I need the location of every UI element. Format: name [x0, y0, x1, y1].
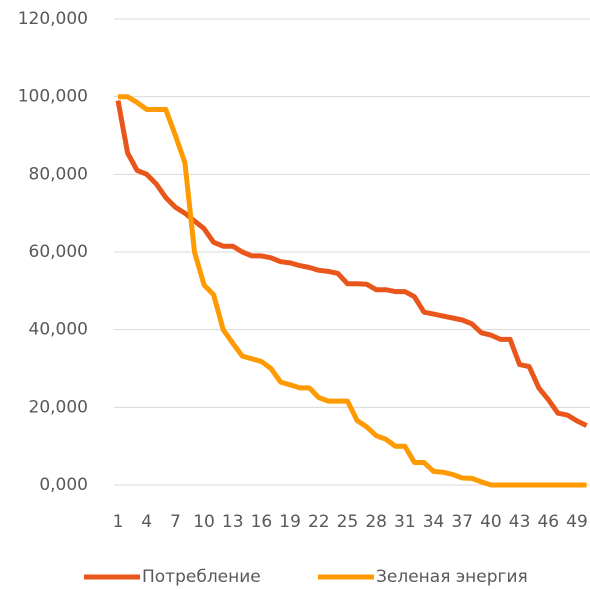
- legend-label: Зеленая энергия: [376, 567, 528, 587]
- x-tick-label: 19: [279, 512, 301, 532]
- y-tick-label: 100,000: [18, 87, 88, 107]
- x-tick-label: 13: [222, 512, 244, 532]
- y-tick-label: 80,000: [29, 164, 88, 184]
- x-tick-label: 46: [537, 512, 559, 532]
- x-tick-label: 4: [141, 512, 152, 532]
- y-tick-label: 120,000: [18, 9, 88, 29]
- y-tick-label: 0,000: [39, 475, 88, 495]
- legend-label: Потребление: [142, 567, 261, 587]
- x-tick-label: 49: [566, 512, 588, 532]
- y-tick-label: 60,000: [29, 242, 88, 262]
- x-tick-label: 43: [509, 512, 531, 532]
- x-tick-label: 34: [423, 512, 445, 532]
- x-tick-label: 10: [193, 512, 215, 532]
- x-tick-label: 22: [308, 512, 330, 532]
- y-tick-label: 20,000: [29, 397, 88, 417]
- x-tick-label: 16: [251, 512, 273, 532]
- x-tick-label: 7: [170, 512, 181, 532]
- x-tick-label: 37: [451, 512, 473, 532]
- x-tick-label: 25: [337, 512, 359, 532]
- series-line: [115, 100, 588, 428]
- x-tick-label: 31: [394, 512, 416, 532]
- x-tick-label: 40: [480, 512, 502, 532]
- x-tick-label: 28: [365, 512, 387, 532]
- y-tick-label: 40,000: [29, 320, 88, 340]
- series-line: [118, 94, 587, 488]
- x-tick-label: 1: [113, 512, 124, 532]
